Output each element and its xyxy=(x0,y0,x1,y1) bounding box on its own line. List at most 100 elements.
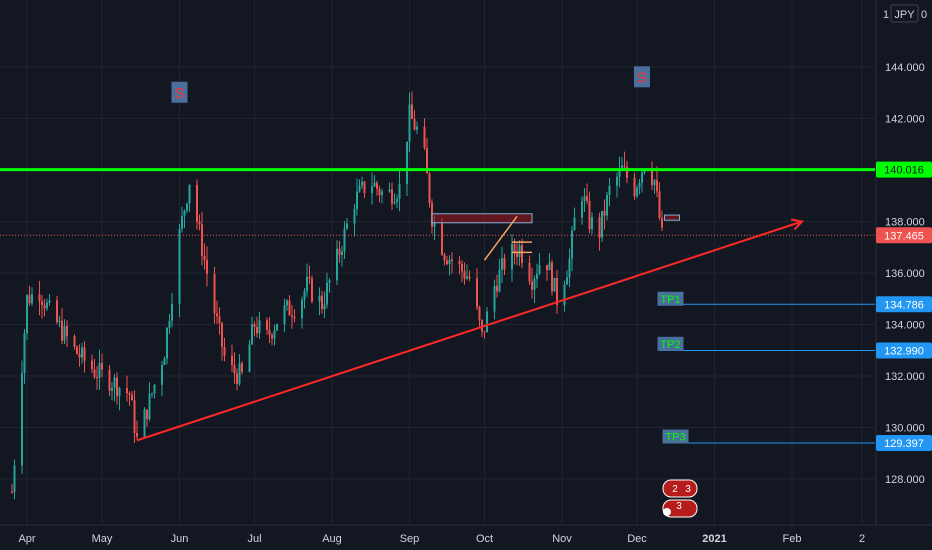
candle-body xyxy=(483,331,486,333)
candle-body xyxy=(446,260,448,264)
candle-body xyxy=(346,223,348,229)
candle-body xyxy=(166,328,168,359)
candle-body xyxy=(363,181,366,194)
candle-body xyxy=(556,277,558,306)
current-price-tag-label: 137.465 xyxy=(884,230,924,242)
support-price-tag[interactable] xyxy=(876,161,932,178)
candle-body xyxy=(43,304,46,309)
candle-body xyxy=(321,295,323,310)
candle-body xyxy=(448,259,451,264)
candle-body xyxy=(586,196,588,201)
tp2-price-tag[interactable] xyxy=(876,342,932,359)
candle-body xyxy=(163,358,166,366)
event-badge[interactable] xyxy=(662,479,698,498)
candle-body xyxy=(268,329,271,336)
candle-body xyxy=(271,335,273,339)
price-tick-label: 132.000 xyxy=(885,371,925,383)
pattern-label-box[interactable] xyxy=(634,66,650,88)
tp-label-box[interactable] xyxy=(657,291,684,306)
trend-line[interactable] xyxy=(136,220,803,442)
candle-body xyxy=(601,211,603,238)
candle-body xyxy=(93,369,96,377)
candle-body xyxy=(218,316,221,323)
candle-body xyxy=(23,333,26,373)
candle-body xyxy=(253,324,256,328)
candle-body xyxy=(573,217,576,231)
candle-body xyxy=(306,276,308,292)
candle-body xyxy=(636,187,638,197)
supply-zone[interactable] xyxy=(431,213,533,224)
tp-label-box[interactable] xyxy=(657,336,684,351)
candle-body xyxy=(516,253,518,257)
tp2-price-tag-label: 132.990 xyxy=(884,346,924,358)
candle-body xyxy=(563,284,566,306)
candle-body xyxy=(651,169,653,186)
candle-body xyxy=(371,186,373,194)
price-tick-label: 128.000 xyxy=(885,474,925,486)
candle-body xyxy=(388,189,391,192)
candle-body xyxy=(223,346,226,356)
tp1-price-tag-label: 134.786 xyxy=(884,299,924,311)
candle-body xyxy=(343,228,346,252)
candle-body xyxy=(61,320,63,341)
candle-body xyxy=(486,311,488,333)
candle-body xyxy=(433,222,436,227)
candle-body xyxy=(213,273,216,314)
candle-body xyxy=(498,269,501,292)
candle-body xyxy=(356,191,358,210)
event-badge[interactable] xyxy=(662,499,698,518)
trend-arrow-head xyxy=(791,218,804,231)
overlays: SHSTP1TP2TP3233 xyxy=(171,66,698,518)
candle-body xyxy=(353,209,356,224)
tp3-price-tag[interactable] xyxy=(876,435,932,452)
time-tick-label: May xyxy=(92,533,113,545)
candle-body xyxy=(233,365,236,374)
candle-body xyxy=(476,278,478,308)
time-tick-label: Dec xyxy=(627,533,647,545)
time-axis[interactable]: Apr May Jun Jul Aug Sep Oct Nov Dec 2021 Feb 2 xyxy=(0,524,932,545)
candle-body xyxy=(258,320,261,334)
current-price-tag[interactable] xyxy=(876,227,932,244)
candle-body xyxy=(183,210,186,216)
candle-body xyxy=(276,324,278,331)
candle-body xyxy=(178,228,181,304)
candle-body xyxy=(468,276,471,279)
candle-body xyxy=(48,300,51,303)
candle-body xyxy=(608,185,611,195)
candle-body xyxy=(463,271,466,279)
candle-body xyxy=(133,400,136,433)
candle-body xyxy=(116,377,118,397)
candle-body xyxy=(598,217,601,238)
candle-body xyxy=(101,362,103,370)
candle-body xyxy=(548,262,551,271)
chart-grid xyxy=(0,0,875,525)
candle-body xyxy=(623,165,626,167)
candle-body xyxy=(358,185,361,192)
price-tick-label: 138.000 xyxy=(885,217,925,229)
candle-body xyxy=(26,295,28,334)
candle-body xyxy=(538,265,541,274)
candle-body xyxy=(533,278,536,290)
tp1-price-tag[interactable] xyxy=(876,296,932,313)
scale-marker: 1 xyxy=(883,9,889,21)
time-tick-label: 2 xyxy=(859,533,865,545)
price-tick-label: 136.000 xyxy=(885,268,925,280)
currency-button[interactable] xyxy=(890,4,919,23)
pattern-label-box[interactable] xyxy=(171,81,188,103)
candle-body xyxy=(311,278,313,302)
candle-body xyxy=(238,363,241,384)
candle-body xyxy=(376,182,378,189)
candle-body xyxy=(293,316,296,319)
candle-body xyxy=(626,166,628,178)
candle-body xyxy=(396,198,398,203)
candle-body xyxy=(571,230,573,259)
candle-body xyxy=(618,168,621,177)
price-axis[interactable]: 128.000 130.000 132.000 134.000 136.000 138.0… xyxy=(875,0,932,525)
time-tick-label: Feb xyxy=(783,533,802,545)
candle-body xyxy=(661,218,663,228)
small-zone[interactable] xyxy=(664,214,680,221)
candle-body xyxy=(553,277,556,292)
candle-body xyxy=(493,285,496,312)
tp-label-box[interactable] xyxy=(662,429,689,444)
